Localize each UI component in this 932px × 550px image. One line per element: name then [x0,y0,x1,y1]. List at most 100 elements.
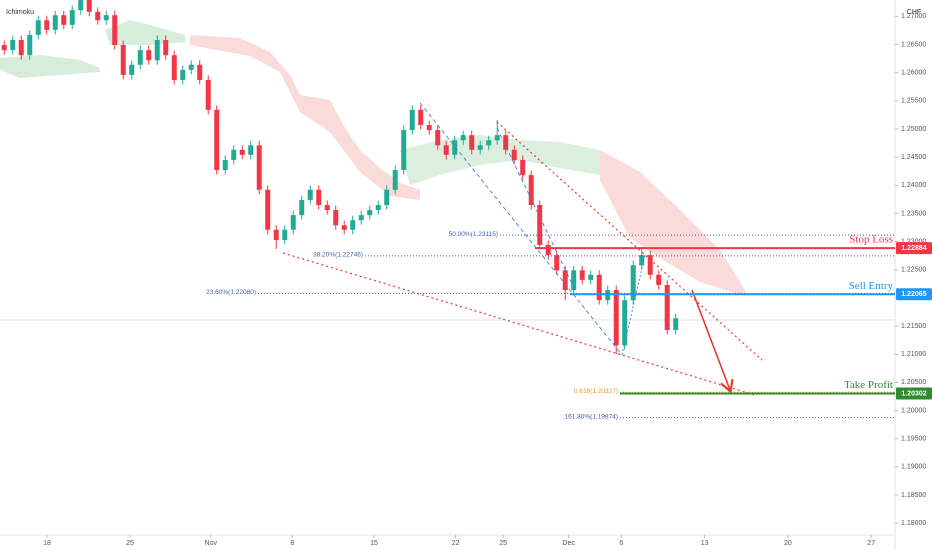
price-tag [896,242,932,255]
x-tick-label: 27 [867,540,875,547]
price-tag [896,387,932,400]
level-label: Take Profit [844,379,893,391]
y-tick-label: 1.23000 [901,238,926,245]
candle-body [290,215,296,230]
candle-body [554,255,560,271]
trend-line [496,127,576,291]
candle-body [588,274,594,280]
candle-body [358,215,364,221]
y-tick-label: 1.18000 [901,520,926,527]
candle-body [596,274,602,301]
x-tick-label: 13 [701,540,709,547]
candle-body [146,50,152,61]
candle-body [664,284,670,331]
y-tick-label: 1.21500 [901,323,926,330]
candle-body [120,45,126,75]
candle-body [579,270,585,280]
candle-body [205,79,211,110]
x-tick-label: 15 [370,540,378,547]
level-label: Sell Entry [849,280,894,292]
plot-layer [1,0,679,355]
candle-body [477,145,483,150]
candle-body [520,159,526,176]
arrow [691,289,730,390]
candle-body [239,149,245,155]
candle-body [333,210,339,226]
candle-body [78,0,84,11]
candle-body [163,39,169,56]
ichimoku-cloud [0,20,745,296]
candle-body [367,210,373,216]
candle-body [188,64,194,70]
candle-body [528,175,534,205]
indicator-name: Ichimoku [6,9,34,16]
candle-body [401,130,407,171]
trend-line [621,254,646,356]
candle-body [95,11,101,21]
candle-body [197,64,203,80]
y-tick-label: 1.20000 [901,407,926,414]
candle-body [460,135,466,141]
candle-body [545,244,551,256]
candle-body [324,204,330,211]
y-tick-label: 1.23500 [901,210,926,217]
fib-label: 38.20%(1.22746) [313,252,363,259]
overlay: 1.27000 1.26500 1.26000 1.25500 1.25000 1.245… [43,13,932,547]
y-tick-label: 1.22500 [901,267,926,274]
candle-body [52,15,58,30]
candle-body [307,189,313,200]
price-tag [896,288,932,301]
candle-body [214,109,220,171]
candle-body [69,10,75,25]
candle-body [656,274,662,285]
y-tick-label: 1.26000 [901,69,926,76]
candle-body [375,204,381,211]
candle-body [154,39,160,61]
candle-body [350,220,356,230]
candle-body [137,50,143,65]
candle-body [86,0,92,12]
candle-body [35,20,41,35]
candle-body [112,15,118,46]
x-tick-label: Nov [205,540,218,547]
candle-body [129,64,135,75]
candle-body [265,189,271,230]
y-tick-label: 1.18500 [901,492,926,499]
x-tick-label: 20 [784,540,792,547]
candle-body [171,55,177,80]
y-tick-label: 1.25000 [901,126,926,133]
candle-body [613,290,619,346]
candle-body [299,199,305,216]
candle-body [469,135,475,150]
drawings [282,102,763,396]
price-scale [895,0,932,550]
candle-body [61,15,67,25]
candle-body [231,149,237,160]
candle-body [392,170,398,190]
candle-body [494,135,500,141]
y-tick-label: 1.24500 [901,154,926,161]
x-tick-label: 18 [43,540,51,547]
candle-body [103,15,109,21]
x-tick-label: 25 [126,540,134,547]
y-tick-label: 1.27000 [901,13,926,20]
candle-body [248,145,254,155]
price-tag-label: 1.22065 [901,291,926,298]
candle-body [27,34,33,56]
candle-body [630,265,636,301]
candle-body [562,270,568,291]
y-tick-label: 1.20500 [901,379,926,386]
candle-body [435,130,441,146]
y-tick-label: 1.25500 [901,98,926,105]
candle-body [639,255,645,266]
candle-body [673,318,679,331]
y-tick-label: 1.19000 [901,464,926,471]
candle-body [10,39,16,51]
y-tick-label: 1.24000 [901,182,926,189]
fib-label: 50.00%(1.23115) [449,231,498,238]
candle-body [256,145,262,190]
y-tick-label: 1.21000 [901,351,926,358]
candle-body [537,204,543,245]
